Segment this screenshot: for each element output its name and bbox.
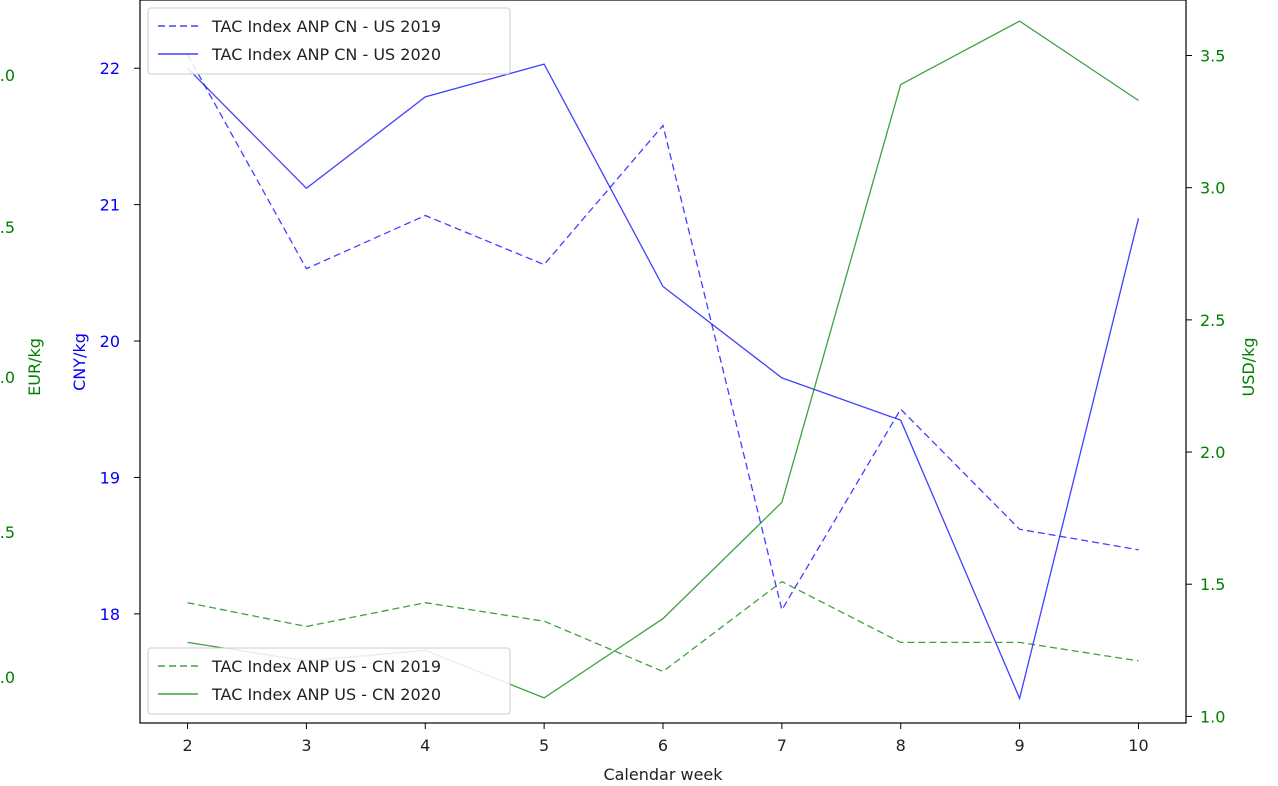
series-line-2	[187, 580, 1139, 673]
usd-tick-label: 1.0	[1200, 707, 1225, 726]
cny-tick-label: 21	[100, 196, 120, 215]
x-tick-label: 7	[777, 736, 787, 755]
usd-tick-label: 3.0	[1200, 179, 1225, 198]
x-axis-label: Calendar week	[603, 765, 723, 784]
y-axis-label-usd: USD/kg	[1239, 338, 1258, 397]
y-axis-label-eur: EUR/kg	[25, 338, 44, 396]
x-tick-label: 5	[539, 736, 549, 755]
legend-box	[147, 647, 511, 715]
legend-entry-label: TAC Index ANP CN - US 2020	[211, 45, 441, 64]
series-line-0	[186, 54, 1139, 612]
y-axis-eur: .0 .5 .0 .5 .0	[0, 66, 15, 687]
legend-entry-label: TAC Index ANP US - CN 2019	[211, 657, 441, 676]
x-tick-label: 4	[420, 736, 430, 755]
usd-tick-label: 1.5	[1200, 575, 1225, 594]
x-tick-label: 10	[1128, 736, 1148, 755]
x-axis: 2 3 4 5 6 7 8 9 10	[182, 723, 1149, 755]
legend-top: TAC Index ANP CN - US 2019 TAC Index ANP …	[147, 7, 511, 75]
eur-tick-label: .5	[0, 523, 15, 542]
x-tick-label: 3	[301, 736, 311, 755]
eur-tick-label: .0	[0, 368, 15, 387]
cny-tick-label: 19	[100, 468, 120, 487]
cny-tick-label: 20	[100, 332, 120, 351]
eur-tick-label: .5	[0, 218, 15, 237]
x-tick-label: 6	[658, 736, 668, 755]
usd-tick-label: 2.0	[1200, 443, 1225, 462]
legend-box	[147, 7, 511, 75]
x-tick-label: 9	[1014, 736, 1024, 755]
cny-tick-label: 22	[100, 59, 120, 78]
y-axis-cny: 18 19 20 21 22	[100, 59, 140, 624]
legend-bottom: TAC Index ANP US - CN 2019 TAC Index ANP …	[147, 647, 511, 715]
x-tick-label: 2	[182, 736, 192, 755]
cny-tick-label: 18	[100, 605, 120, 624]
legend-entry-label: TAC Index ANP US - CN 2020	[211, 685, 441, 704]
plot-area	[140, 0, 1186, 723]
usd-tick-label: 2.5	[1200, 311, 1225, 330]
eur-tick-label: .0	[0, 668, 15, 687]
series-line-1	[187, 63, 1140, 701]
eur-tick-label: .0	[0, 66, 15, 85]
y-axis-label-cny: CNY/kg	[70, 333, 89, 391]
y-axis-usd: 1.0 1.5 2.0 2.5 3.0 3.5	[1186, 47, 1225, 726]
x-tick-label: 8	[896, 736, 906, 755]
legend-entry-label: TAC Index ANP CN - US 2019	[211, 17, 441, 36]
usd-tick-label: 3.5	[1200, 47, 1225, 66]
